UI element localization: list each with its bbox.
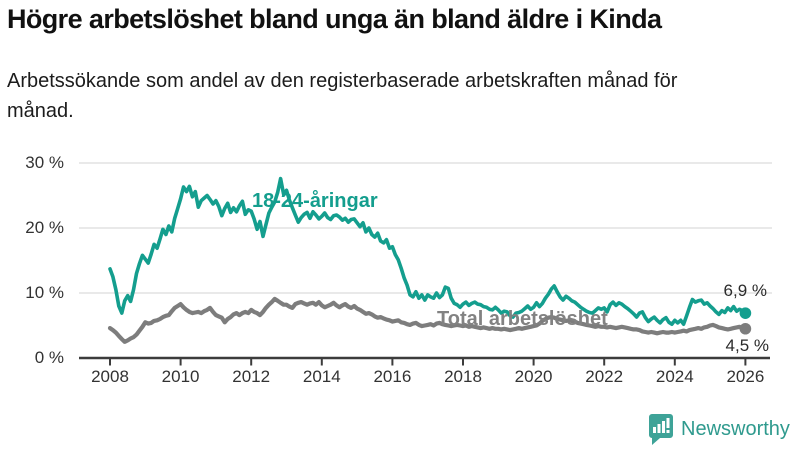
series-label-total: Total arbetslöshet (437, 308, 608, 330)
end-value-label-18-24: 6,9 % (723, 281, 767, 300)
newsworthy-logo-icon (649, 414, 673, 445)
y-tick-label: 30 % (25, 153, 64, 172)
line-18-24-aringar (108, 176, 748, 327)
line-total-arbetsloshet (107, 296, 748, 344)
y-tick-label: 20 % (25, 218, 64, 237)
brand-name: Newsworthy (681, 417, 790, 440)
x-tick-label: 2014 (302, 367, 341, 386)
x-tick-label: 2024 (655, 367, 694, 386)
x-tick-label: 2020 (514, 367, 553, 386)
x-tick-label: 2008 (91, 367, 129, 386)
newsworthy-attribution: Newsworthy (646, 413, 790, 445)
y-tick-label: 0 % (34, 348, 64, 367)
x-tick-label: 2016 (373, 367, 412, 386)
x-tick-label: 2012 (232, 367, 271, 386)
y-tick-label: 10 % (25, 283, 64, 302)
x-tick-label: 2010 (161, 367, 200, 386)
end-dot-total (739, 322, 752, 335)
page-title: Högre arbetslöshet bland unga än bland ä… (7, 4, 662, 34)
end-dot-18-24 (739, 307, 752, 319)
end-value-label-total: 4,5 % (725, 336, 769, 355)
x-tick-label: 2026 (726, 367, 765, 386)
x-tick-label: 2022 (585, 367, 624, 386)
x-tick-label: 2018 (444, 367, 482, 386)
page-subtitle: Arbetssökande som andel av den registerb… (7, 70, 678, 122)
series-label-18-24: 18-24-åringar (252, 190, 378, 212)
